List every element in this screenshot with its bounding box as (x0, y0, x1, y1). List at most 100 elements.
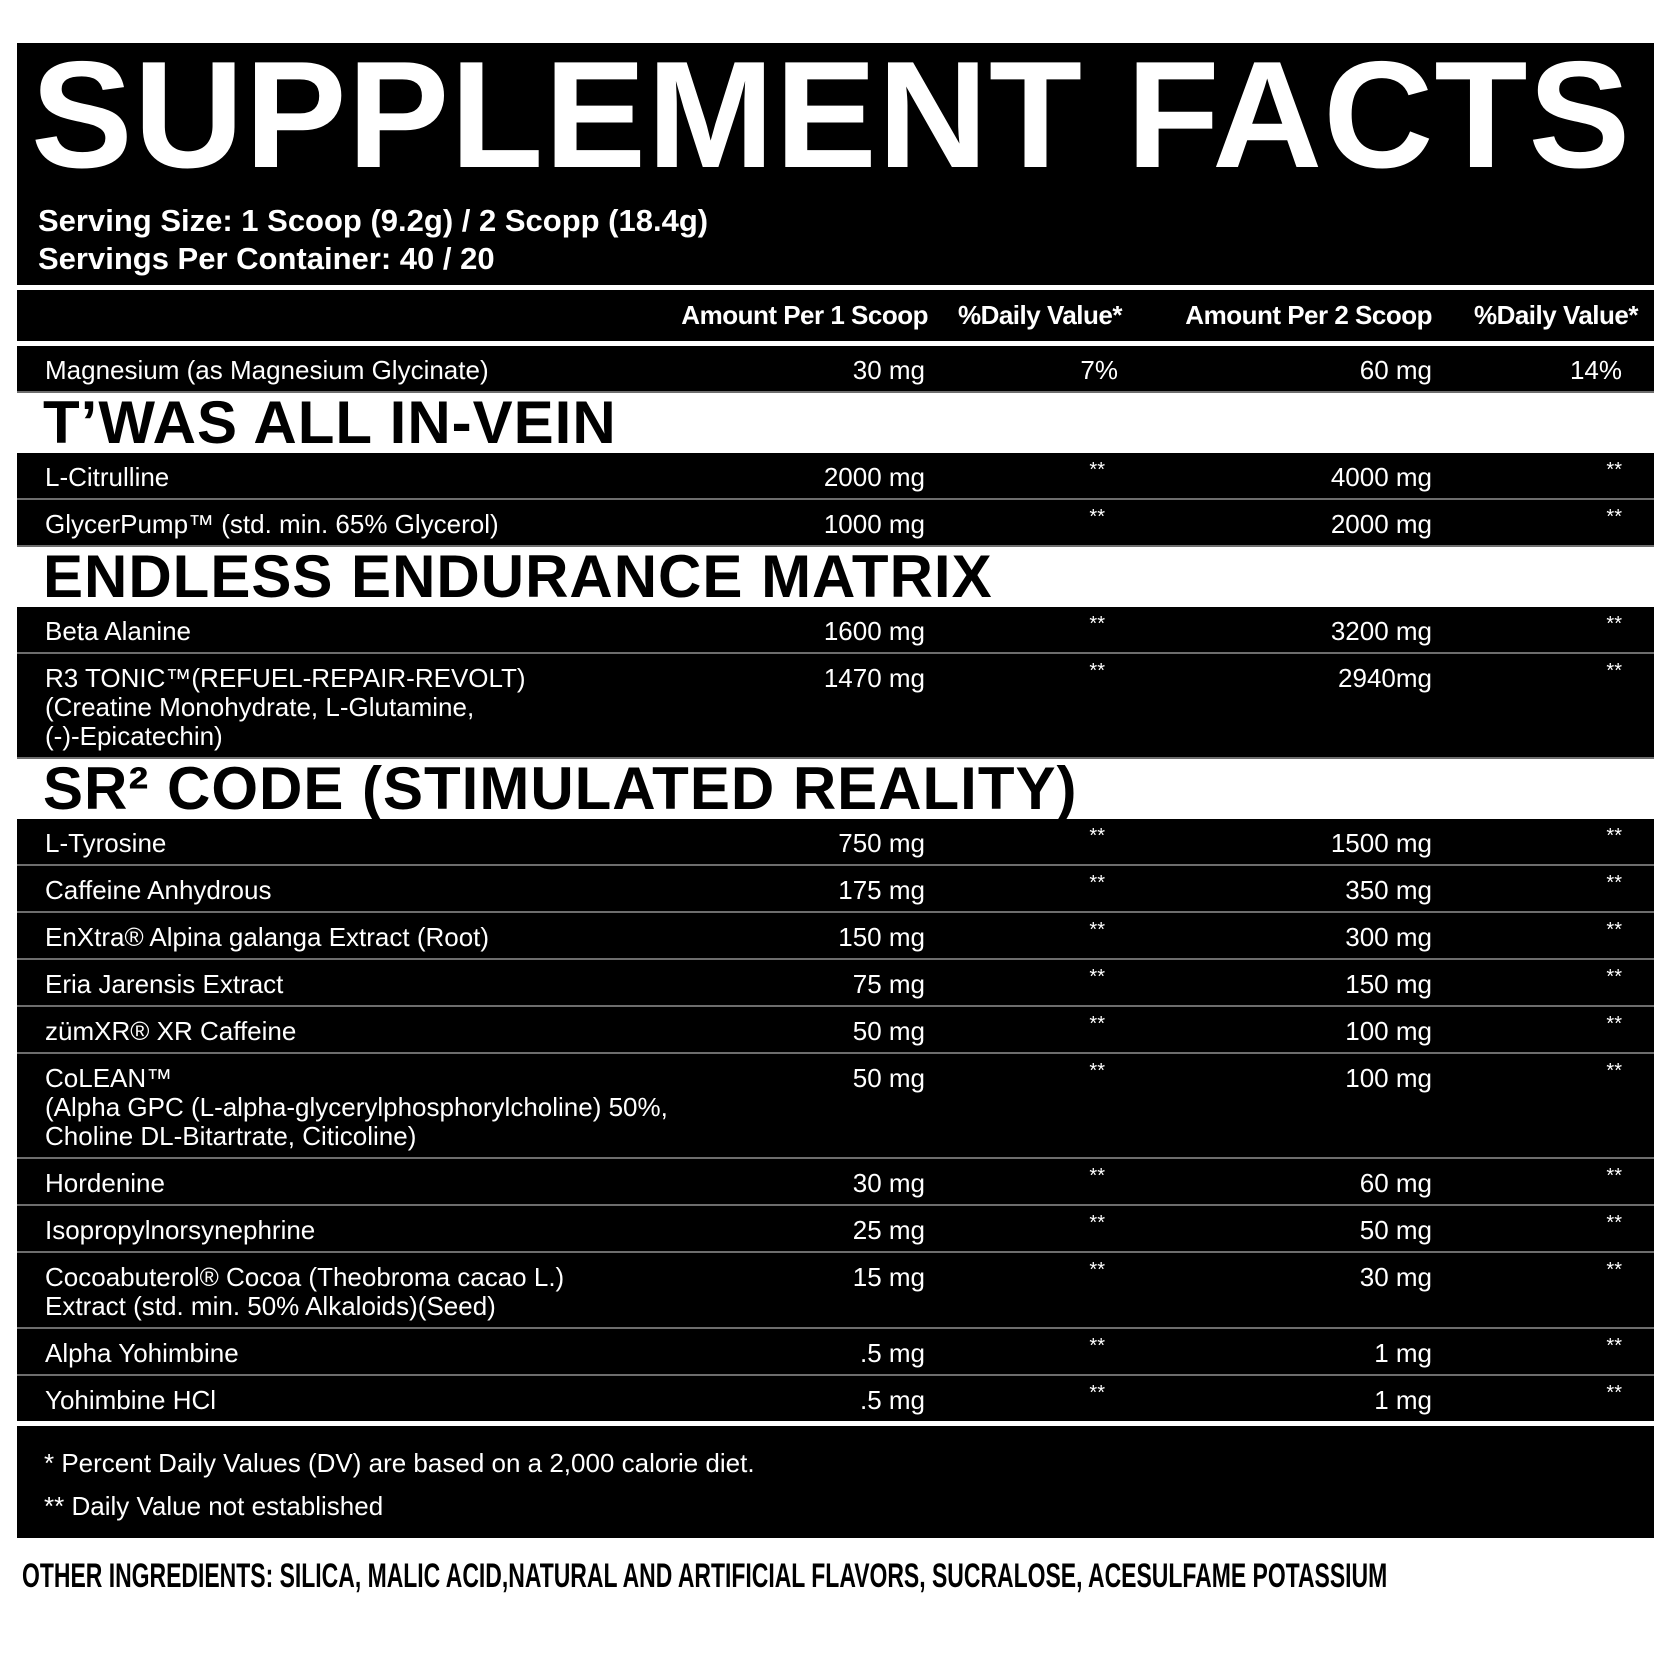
table-row: L-Citrulline 2000 mg ** 4000 mg ** (17, 453, 1654, 500)
ingredient-name: Hordenine (45, 1168, 165, 1198)
header-panel: SUPPLEMENT FACTS Serving Size: 1 Scoop (… (17, 30, 1654, 285)
column-header-dv-2: %Daily Value* (1473, 300, 1639, 330)
amount-per-1-scoop: 750 mg (838, 828, 925, 858)
table-row: Hordenine 30 mg ** 60 mg ** (17, 1159, 1654, 1206)
ingredient-name: zümXR® XR Caffeine (45, 1016, 297, 1046)
section-heading: T’WAS ALL IN-VEIN (17, 393, 1654, 453)
amount-per-2-scoop: 350 mg (1345, 875, 1432, 905)
amount-per-1-scoop: 15 mg (852, 1262, 925, 1292)
amount-per-1-scoop: 75 mg (852, 969, 925, 999)
daily-value-1-scoop: ** (1089, 613, 1105, 635)
ingredient-name: Alpha Yohimbine (45, 1338, 239, 1368)
other-ingredients: OTHER INGREDIENTS: SILICA, MALIC ACID,NA… (22, 1557, 1388, 1595)
serving-size: Serving Size: 1 Scoop (9.2g) / 2 Scopp (… (38, 203, 709, 238)
amount-per-1-scoop: 50 mg (852, 1016, 925, 1046)
amount-per-1-scoop: 1000 mg (823, 509, 925, 539)
daily-value-1-scoop: ** (1089, 459, 1105, 481)
table-row: Caffeine Anhydrous 175 mg ** 350 mg ** (17, 866, 1654, 913)
ingredient-name: GlycerPump™ (std. min. 65% Glycerol) (45, 509, 499, 539)
footnote-dv: * Percent Daily Values (DV) are based on… (44, 1448, 755, 1478)
ingredient-name: Yohimbine HCl (45, 1385, 217, 1415)
daily-value-1-scoop: ** (1089, 1382, 1105, 1404)
column-header-row: Amount Per 1 Scoop %Daily Value* Amount … (17, 290, 1654, 341)
daily-value-2-scoop: ** (1606, 1259, 1622, 1281)
amount-per-1-scoop: 25 mg (852, 1215, 925, 1245)
daily-value-1-scoop: ** (1089, 872, 1105, 894)
daily-value-2-scoop: ** (1606, 613, 1622, 635)
amount-per-1-scoop: 50 mg (852, 1063, 925, 1093)
amount-per-2-scoop: 1 mg (1374, 1385, 1432, 1415)
table-row: R3 TONIC™(REFUEL-REPAIR-REVOLT) (Creatin… (17, 654, 1654, 759)
amount-per-2-scoop: 150 mg (1345, 969, 1432, 999)
daily-value-2-scoop: ** (1606, 459, 1622, 481)
ingredient-name: Beta Alanine (45, 616, 192, 646)
daily-value-1-scoop: ** (1089, 1060, 1105, 1082)
ingredient-name: L-Citrulline (45, 462, 170, 492)
amount-per-1-scoop: 150 mg (838, 922, 925, 952)
daily-value-1-scoop: ** (1089, 1335, 1105, 1357)
amount-per-2-scoop: 1500 mg (1330, 828, 1432, 858)
amount-per-1-scoop: 30 mg (852, 1168, 925, 1198)
daily-value-2-scoop: ** (1606, 660, 1622, 682)
table-row: Isopropylnorsynephrine 25 mg ** 50 mg ** (17, 1206, 1654, 1253)
daily-value-1-scoop: ** (1089, 506, 1105, 528)
daily-value-1-scoop: ** (1089, 1212, 1105, 1234)
amount-per-1-scoop: 2000 mg (823, 462, 925, 492)
daily-value-2-scoop: ** (1606, 1335, 1622, 1357)
amount-per-2-scoop: 2940mg (1338, 663, 1432, 693)
column-header-amount-2: Amount Per 2 Scoop (1185, 300, 1432, 330)
amount-per-2-scoop: 30 mg (1359, 1262, 1432, 1292)
amount-per-2-scoop: 1 mg (1374, 1338, 1432, 1368)
daily-value-2-scoop: ** (1606, 506, 1622, 528)
daily-value-2-scoop: ** (1606, 1013, 1622, 1035)
table-row: Magnesium (as Magnesium Glycinate) 30 mg 7… (17, 346, 1654, 393)
daily-value-1-scoop: ** (1089, 1165, 1105, 1187)
amount-per-2-scoop: 100 mg (1345, 1063, 1432, 1093)
table-row: L-Tyrosine 750 mg ** 1500 mg ** (17, 819, 1654, 866)
daily-value-1-scoop: ** (1089, 1259, 1105, 1281)
column-header-amount-1: Amount Per 1 Scoop (681, 300, 928, 330)
ingredient-name: Cocoabuterol® Cocoa (Theobroma cacao L.)… (45, 1262, 565, 1321)
daily-value-2-scoop: ** (1606, 966, 1622, 988)
ingredient-name: R3 TONIC™(REFUEL-REPAIR-REVOLT) (Creatin… (45, 663, 526, 751)
footnote-not-established: ** Daily Value not established (44, 1491, 384, 1521)
amount-per-1-scoop: 1470 mg (823, 663, 925, 693)
amount-per-2-scoop: 3200 mg (1330, 616, 1432, 646)
amount-per-2-scoop: 100 mg (1345, 1016, 1432, 1046)
table-row: Cocoabuterol® Cocoa (Theobroma cacao L.)… (17, 1253, 1654, 1329)
daily-value-1-scoop: ** (1089, 919, 1105, 941)
daily-value-2-scoop: ** (1606, 825, 1622, 847)
divider (17, 1421, 1654, 1426)
ingredient-name: L-Tyrosine (45, 828, 167, 858)
daily-value-2-scoop: ** (1606, 1060, 1622, 1082)
daily-value-1-scoop: ** (1089, 1013, 1105, 1035)
page-title: SUPPLEMENT FACTS (31, 30, 1632, 200)
amount-per-2-scoop: 2000 mg (1330, 509, 1432, 539)
ingredient-name: Isopropylnorsynephrine (45, 1215, 316, 1245)
table-row: EnXtra® Alpina galanga Extract (Root) 150… (17, 913, 1654, 960)
daily-value-1-scoop: ** (1089, 825, 1105, 847)
daily-value-2-scoop: ** (1606, 872, 1622, 894)
amount-per-2-scoop: 300 mg (1345, 922, 1432, 952)
daily-value-2-scoop: 14% (1569, 355, 1622, 385)
ingredient-name: Eria Jarensis Extract (45, 969, 284, 999)
section-heading: ENDLESS ENDURANCE MATRIX (17, 547, 1654, 607)
table-row: Eria Jarensis Extract 75 mg ** 150 mg ** (17, 960, 1654, 1007)
amount-per-1-scoop: .5 mg (859, 1385, 925, 1415)
daily-value-2-scoop: ** (1606, 1165, 1622, 1187)
table-row: Beta Alanine 1600 mg ** 3200 mg ** (17, 607, 1654, 654)
table-row: CoLEAN™ (Alpha GPC (L-alpha-glycerylphos… (17, 1054, 1654, 1159)
servings-per-container: Servings Per Container: 40 / 20 (38, 241, 495, 276)
amount-per-2-scoop: 4000 mg (1330, 462, 1432, 492)
daily-value-2-scoop: ** (1606, 1382, 1622, 1404)
daily-value-2-scoop: ** (1606, 919, 1622, 941)
ingredient-name: Magnesium (as Magnesium Glycinate) (45, 355, 489, 385)
amount-per-1-scoop: 175 mg (838, 875, 925, 905)
daily-value-2-scoop: ** (1606, 1212, 1622, 1234)
ingredient-table: Magnesium (as Magnesium Glycinate) 30 mg 7… (17, 346, 1654, 1426)
amount-per-1-scoop: 1600 mg (823, 616, 925, 646)
table-row: Alpha Yohimbine .5 mg ** 1 mg ** (17, 1329, 1654, 1376)
daily-value-1-scoop: ** (1089, 966, 1105, 988)
table-row: Yohimbine HCl .5 mg ** 1 mg ** (17, 1376, 1654, 1421)
table-row: zümXR® XR Caffeine 50 mg ** 100 mg ** (17, 1007, 1654, 1054)
